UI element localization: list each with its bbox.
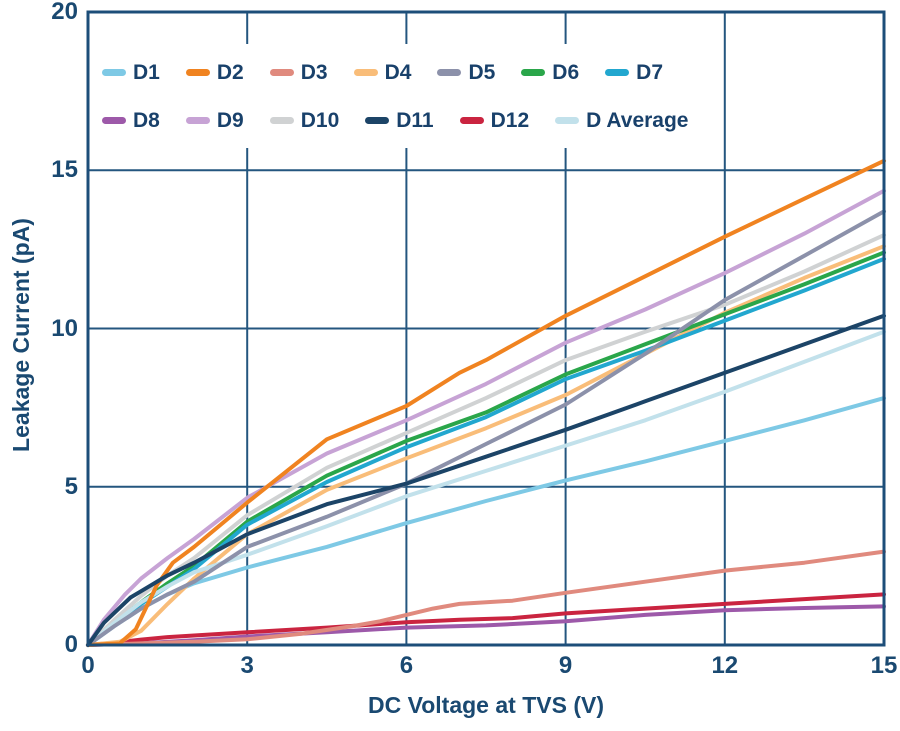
legend-swatch-icon — [555, 116, 580, 124]
x-tick-label-9: 9 — [558, 652, 573, 679]
x-tick-label-6: 6 — [399, 652, 414, 679]
legend-swatch-icon — [102, 116, 126, 124]
legend-item-d3: D3 — [269, 60, 328, 84]
legend-swatch-icon — [102, 68, 126, 76]
legend-swatch-icon — [269, 116, 294, 124]
legend-item-d-average: D Average — [555, 110, 688, 131]
legend-row-1: D1 D2 D3 D4 D5 D6 D7 — [102, 48, 688, 96]
y-tick-label-15: 15 — [51, 156, 78, 184]
legend-swatch-icon — [185, 116, 210, 124]
legend-swatch-icon — [605, 68, 630, 76]
legend-item-d10: D10 — [269, 108, 340, 132]
y-tick-label-5: 5 — [64, 472, 78, 500]
series-line-d-average — [86, 329, 886, 647]
legend-item-d7: D7 — [605, 62, 663, 83]
legend-item-d11: D11 — [365, 108, 434, 132]
series-line-d12 — [86, 592, 886, 647]
legend-item-d4: D4 — [353, 60, 412, 84]
legend-label: D4 — [384, 60, 412, 84]
y-axis-title: Leakage Current (pA) — [8, 218, 34, 452]
x-tick-label-15: 15 — [870, 652, 898, 679]
legend-swatch-icon — [353, 68, 378, 76]
legend-item-d6: D6 — [521, 62, 579, 83]
series-line-d6 — [86, 250, 886, 647]
legend-item-d8: D8 — [102, 110, 160, 131]
x-axis-title: DC Voltage at TVS (V) — [368, 692, 604, 718]
y-tick-label-20: 20 — [51, 0, 78, 25]
y-tick-label-10: 10 — [51, 314, 78, 342]
legend-label: D3 — [300, 60, 328, 84]
legend-item-d12: D12 — [459, 108, 530, 132]
legend-label: D1 — [133, 60, 160, 84]
legend-row-2: D8 D9 D10 D11 D12 D Average — [102, 96, 688, 144]
legend-swatch-icon — [365, 116, 390, 124]
legend-item-d5: D5 — [437, 62, 495, 83]
x-tick-label-12: 12 — [711, 652, 739, 679]
legend-label: D11 — [396, 108, 434, 132]
legend-item-d2: D2 — [185, 60, 244, 84]
legend-label: D7 — [636, 60, 664, 84]
legend-swatch-icon — [185, 68, 210, 76]
legend-item-d1: D1 — [102, 62, 160, 83]
legend-label: D5 — [468, 60, 496, 84]
legend-swatch-icon — [521, 68, 546, 76]
legend-label: D6 — [552, 60, 580, 84]
legend-label: D9 — [216, 108, 244, 132]
legend-label: D12 — [490, 108, 530, 132]
x-tick-label-3: 3 — [240, 652, 254, 679]
legend-swatch-icon — [459, 116, 484, 124]
legend-swatch-icon — [437, 68, 462, 76]
legend-label: D2 — [216, 60, 244, 84]
legend-label: D8 — [133, 108, 160, 132]
y-tick-label-0: 0 — [64, 631, 78, 658]
series-line-d9 — [86, 188, 886, 647]
legend-label: D Average — [586, 108, 689, 132]
legend-swatch-icon — [269, 68, 294, 76]
series-line-d7 — [86, 256, 886, 647]
plot-border — [86, 10, 886, 647]
chart-legend: D1 D2 D3 D4 D5 D6 D7 D8 D9 D10 D11 D12 D Average — [90, 44, 701, 148]
x-tick-label-0: 0 — [81, 652, 95, 679]
series-line-d3 — [86, 549, 886, 647]
legend-item-d9: D9 — [185, 108, 244, 132]
series-line-d11 — [86, 313, 886, 647]
series-line-d2 — [86, 158, 886, 647]
legend-label: D10 — [300, 108, 340, 132]
